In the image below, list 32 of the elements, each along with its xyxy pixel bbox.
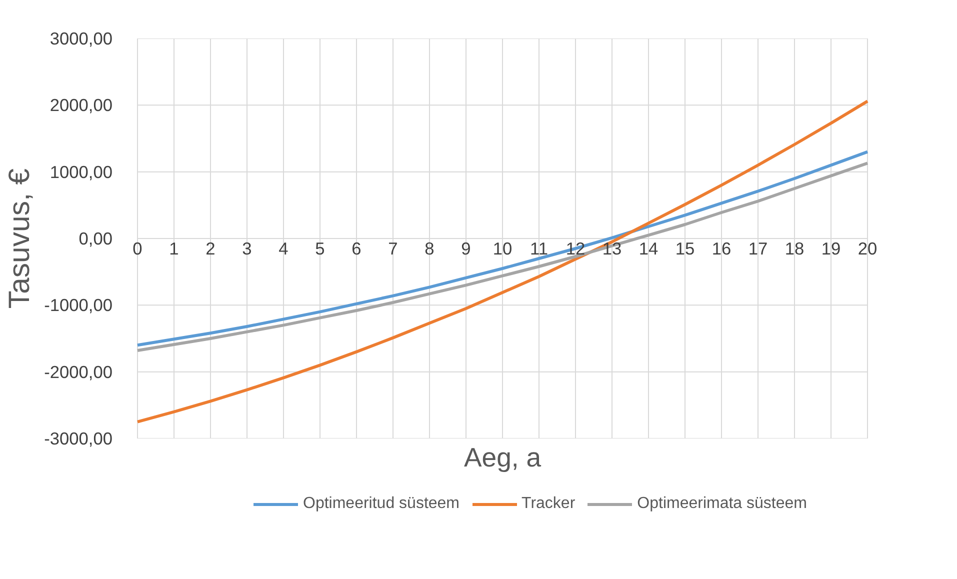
y-axis-title: Tasuvus, € [3,168,36,309]
x-tick-label: 6 [352,238,362,258]
y-tick-label: 2000,00 [50,95,113,116]
x-tick-label: 14 [638,238,658,258]
y-tick-label: 3000,00 [50,28,113,48]
y-tick-label: -3000,00 [44,428,113,448]
x-tick-label: 3 [242,238,252,258]
legend-label: Optimeeritud süsteem [303,495,460,513]
x-tick-label: 5 [315,238,325,258]
legend-label: Optimeerimata süsteem [637,495,807,513]
x-tick-label: 4 [278,238,289,258]
y-tick-label: -2000,00 [44,362,113,382]
y-tick-label: 0,00 [78,228,113,248]
y-tick-label: -1000,00 [44,295,113,316]
x-axis-title: Aeg, a [464,442,542,472]
x-tick-label: 9 [461,238,471,258]
x-tick-label: 11 [530,238,548,258]
x-tick-label: 1 [169,238,179,258]
x-tick-label: 10 [492,238,512,258]
x-tick-label: 19 [821,238,841,258]
x-tick-label: 7 [388,238,398,258]
x-tick-label: 13 [602,238,622,258]
x-tick-label: 18 [784,238,804,258]
x-tick-label: 8 [424,238,434,258]
y-tick-label: 1000,00 [50,162,113,182]
x-tick-label: 0 [132,238,142,258]
x-tick-label: 15 [675,238,695,258]
x-tick-label: 17 [748,238,768,258]
legend-label: Tracker [522,495,576,513]
x-tick-label: 16 [712,238,732,258]
x-tick-label: 2 [206,238,216,258]
x-tick-label: 20 [858,238,878,258]
